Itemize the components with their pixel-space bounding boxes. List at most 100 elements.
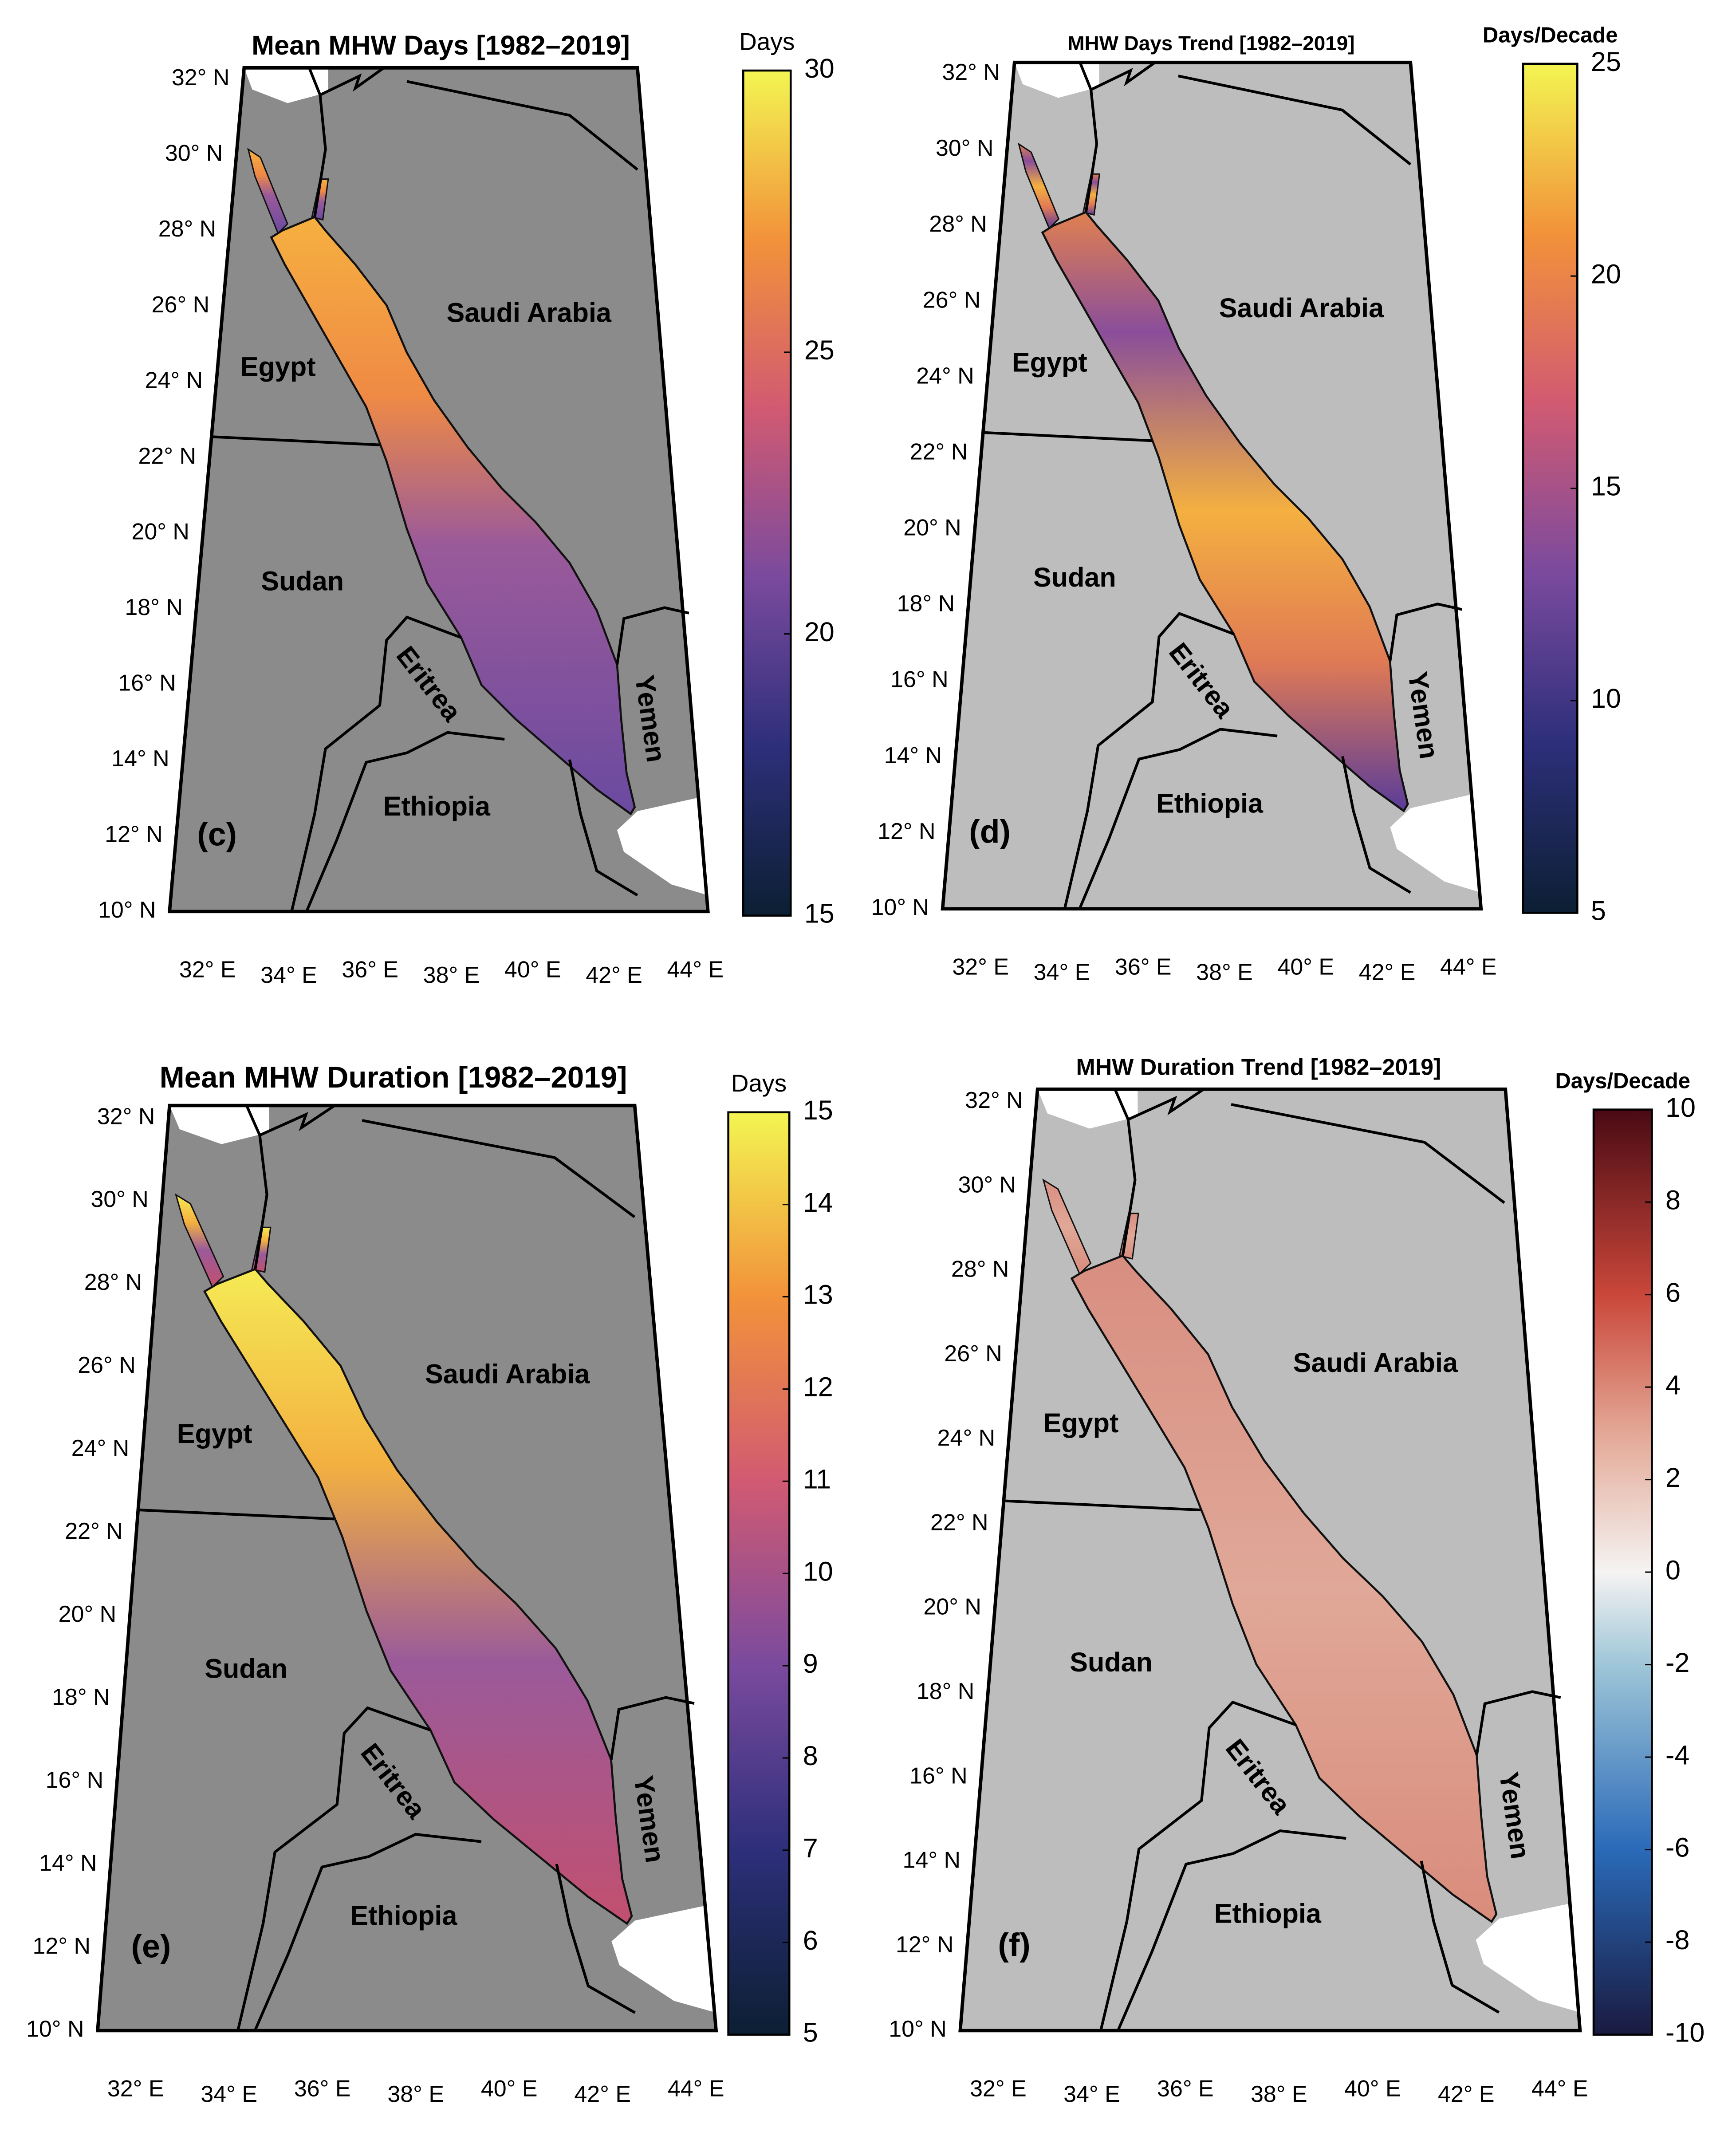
border	[610, 1696, 695, 1760]
country-label: Egypt	[177, 1419, 252, 1449]
map-frame	[958, 1088, 1582, 2033]
border	[213, 435, 380, 446]
lon-label: 38° E	[1196, 960, 1253, 985]
lat-label: 24° N	[145, 367, 203, 393]
lon-label: 36° E	[1115, 954, 1172, 980]
colorbar-label: Days/Decade	[1555, 1069, 1690, 1093]
country-label: Ethiopia	[1214, 1898, 1322, 1928]
colorbar-tick-label: -8	[1665, 1925, 1689, 1955]
lon-label: 42° E	[1438, 2081, 1495, 2107]
map-panel: MHW Days Trend [1982–2019] (d) Saudi Arabi…	[871, 23, 1621, 985]
lat-label: 18° N	[897, 591, 955, 617]
sea-white	[1390, 794, 1481, 893]
gulf-suez	[174, 1193, 224, 1289]
country-label: Ethiopia	[1156, 788, 1264, 818]
colorbar-tick-label: 0	[1665, 1555, 1681, 1585]
lon-label: 34° E	[201, 2081, 257, 2107]
country-label: Ethiopia	[350, 1900, 457, 1931]
lat-label: 14° N	[884, 743, 942, 769]
border	[290, 615, 462, 912]
gulf-suez	[1042, 1178, 1092, 1275]
lat-label: 30° N	[958, 1172, 1016, 1198]
map-panel: Mean MHW Duration [1982–2019] (e) Saudi Ar…	[26, 1061, 833, 2107]
lat-label: 16° N	[909, 1763, 968, 1789]
panel-label: (e)	[131, 1928, 171, 1964]
lat-label: 20° N	[903, 515, 961, 541]
colorbar-tick-label: -10	[1665, 2018, 1705, 2048]
border	[305, 731, 505, 912]
colorbar-tick-label: 8	[803, 1741, 818, 1771]
lat-label: 12° N	[105, 822, 163, 847]
lon-label: 36° E	[1157, 2076, 1214, 2102]
lat-label: 28° N	[158, 216, 217, 242]
lat-label: 28° N	[929, 211, 987, 237]
colorbar-tick-label: 5	[1591, 896, 1606, 926]
colorbar-tick-label: 20	[1591, 259, 1621, 289]
lat-label: 32° N	[172, 65, 230, 91]
lat-label: 10° N	[889, 2016, 947, 2042]
border	[319, 67, 385, 96]
country-label: Saudi Arabia	[1219, 293, 1384, 323]
red-sea	[203, 1268, 633, 1925]
lat-label: 22° N	[910, 439, 968, 465]
colorbar	[742, 69, 792, 917]
border	[236, 1706, 431, 2031]
border	[1078, 728, 1278, 910]
gulf-suez	[247, 147, 288, 235]
lat-label: 10° N	[98, 897, 156, 923]
map-frame	[167, 66, 710, 914]
sea-white	[611, 1905, 716, 2013]
colorbar-label: Days/Decade	[1483, 23, 1618, 47]
colorbar-tick-label: 15	[803, 1095, 833, 1125]
country-label: Saudi Arabia	[425, 1359, 590, 1389]
red-sea	[1041, 211, 1409, 812]
sea-white	[617, 797, 708, 895]
lat-label: 32° N	[965, 1088, 1023, 1113]
border	[1063, 612, 1235, 909]
lat-label: 12° N	[33, 1933, 91, 1959]
map-panel: MHW Duration Trend [1982–2019] (f) Saudi A…	[889, 1055, 1705, 2107]
red-sea	[1070, 1254, 1498, 1923]
colorbar-tick-label: 25	[804, 335, 835, 365]
country-label: Sudan	[1070, 1647, 1153, 1677]
panel-title: MHW Days Trend [1982–2019]	[1067, 32, 1354, 55]
colorbar-tick-label: 10	[803, 1556, 833, 1586]
border	[1341, 756, 1411, 894]
colorbar-tick-label: 9	[803, 1648, 818, 1679]
lat-label: 22° N	[65, 1518, 123, 1544]
border	[1231, 1103, 1505, 1204]
colorbar-tick-label: 4	[1665, 1370, 1681, 1400]
border	[308, 67, 327, 217]
lon-label: 42° E	[574, 2081, 631, 2107]
lon-label: 32° E	[107, 2076, 164, 2102]
sea-white	[1037, 1089, 1138, 1129]
colorbar-label: Days	[731, 1069, 787, 1097]
lat-label: 14° N	[111, 746, 169, 772]
lat-label: 24° N	[937, 1425, 996, 1451]
lon-label: 32° E	[952, 954, 1009, 980]
lat-label: 18° N	[917, 1679, 975, 1704]
lon-label: 44° E	[1531, 2076, 1588, 2102]
lon-label: 38° E	[387, 2081, 444, 2107]
lat-label: 30° N	[91, 1186, 149, 1212]
lon-label: 34° E	[260, 962, 317, 988]
lat-label: 14° N	[39, 1850, 97, 1876]
colorbar-tick-label: 15	[1591, 471, 1621, 501]
border	[568, 759, 638, 897]
lon-label: 40° E	[481, 2076, 538, 2102]
lat-label: 18° N	[52, 1684, 110, 1710]
lon-label: 38° E	[1251, 2081, 1307, 2107]
lat-label: 26° N	[78, 1352, 136, 1378]
lat-label: 20° N	[923, 1594, 981, 1620]
colorbar	[1592, 1108, 1653, 2036]
country-label: Sudan	[261, 566, 344, 596]
border	[1090, 61, 1156, 91]
border	[1420, 1860, 1500, 2014]
border	[1127, 1088, 1205, 1121]
colorbar-tick-label: 10	[1665, 1092, 1696, 1123]
lat-label: 16° N	[890, 667, 949, 693]
lon-label: 34° E	[1034, 960, 1090, 985]
panel-title: Mean MHW Days [1982–2019]	[252, 30, 630, 60]
country-label: Sudan	[1033, 562, 1116, 592]
